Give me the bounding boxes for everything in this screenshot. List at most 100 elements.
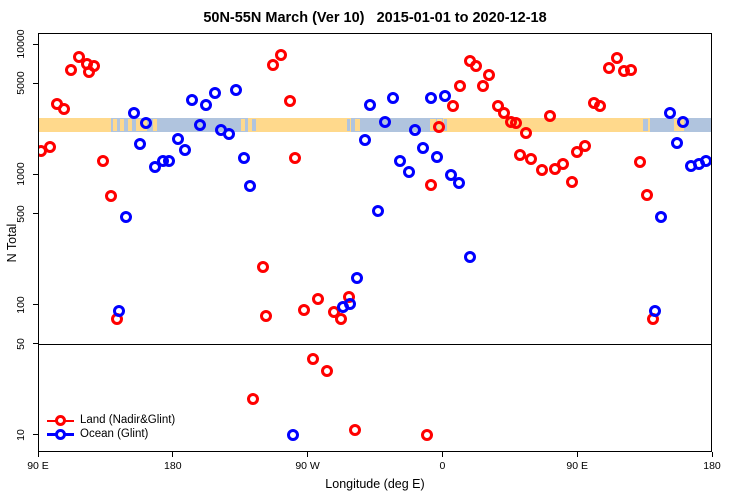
data-point-land [424,178,437,191]
data-point-ocean [663,107,676,120]
data-point-ocean [287,428,300,441]
data-point-land [571,146,584,159]
data-point-ocean [243,180,256,193]
data-point-land [593,100,606,113]
legend-label-land: Land (Nadir&Glint) [80,414,176,426]
y-axis-tick [33,213,38,215]
plot-box-border [38,33,712,452]
map-strip-land-speck [127,119,132,132]
data-point-ocean [364,99,377,112]
data-point-ocean [386,92,399,105]
y-axis-tick [33,82,38,84]
data-point-ocean [655,211,668,224]
data-point-land [39,145,47,158]
x-axis-tick-label: 180 [703,460,721,472]
data-point-ocean [676,116,689,129]
chart-title: 50N-55N March (Ver 10) 2015-01-01 to 202… [203,10,547,26]
data-point-land [556,158,569,171]
data-point-ocean [648,304,661,317]
map-strip-land-speck [354,119,360,132]
data-point-land [520,127,533,140]
data-point-ocean [199,99,212,112]
data-point-ocean [425,92,438,105]
data-point-ocean [178,143,191,156]
data-point-land [476,79,489,92]
data-point-land [260,309,273,322]
data-point-land [525,152,538,165]
y-axis-tick [33,43,38,45]
x-axis-tick [37,452,39,457]
legend-marker-ocean-icon [55,428,66,440]
map-strip-ocean-speck [346,119,350,132]
data-point-land [578,140,591,153]
data-point-ocean [408,123,421,136]
legend-label-ocean: Ocean (Glint) [80,427,149,440]
data-point-land [256,261,269,274]
data-point-land [447,99,460,112]
x-axis-tick-label: 90 E [27,460,49,472]
data-point-ocean [416,142,429,155]
data-point-land [104,189,117,202]
data-point-ocean [186,93,199,106]
y-axis-label: N Total [5,223,19,263]
data-point-land [97,154,109,167]
data-point-ocean [371,204,384,217]
data-point-ocean [463,250,476,263]
data-point-ocean [113,304,126,317]
data-point-land [510,116,523,129]
data-point-land [246,392,259,405]
data-point-ocean [120,211,133,224]
map-strip-land-speck [120,119,125,132]
data-point-ocean [238,152,251,165]
x-axis-tick [172,452,174,457]
data-point-land [624,64,637,77]
data-point-ocean [208,87,221,100]
data-point-ocean [230,83,243,96]
x-axis-tick [711,452,713,457]
x-axis-label: Longitude (deg E) [325,477,425,491]
data-point-land [470,60,483,73]
data-point-land [288,152,301,165]
map-strip-land-segment [247,118,352,133]
data-point-land [320,364,333,377]
data-point-land [311,293,324,306]
data-point-ocean [393,155,406,168]
data-point-ocean [344,298,357,311]
x-axis-tick [441,452,443,457]
data-point-ocean [140,116,153,129]
x-axis-tick [576,452,578,457]
data-point-land [283,95,296,108]
x-axis-tick-label: 180 [164,460,182,472]
data-point-ocean [452,176,465,189]
data-point-ocean [148,160,161,173]
data-point-ocean [402,165,415,178]
map-strip-land-segment [443,118,650,133]
data-point-land [327,305,340,318]
y-axis-tick [33,434,38,436]
y-axis-tick [33,304,38,306]
map-strip-land-speck [240,119,245,132]
data-point-land [267,59,279,71]
data-point-ocean [431,150,443,163]
map-strip-ocean-speck [252,119,256,132]
data-point-land [57,103,70,116]
y-axis-tick [33,343,38,345]
map-strip-ocean-speck [643,119,648,132]
x-axis-tick-label: 90 E [566,460,588,472]
y-axis-tick-label: 10000 [15,29,27,59]
data-point-ocean [351,272,364,285]
data-point-land [566,175,579,188]
y-axis-tick-label: 10 [15,429,27,441]
data-point-ocean [438,90,451,103]
data-point-land [611,51,624,64]
x-axis-tick [307,452,309,457]
data-point-land [275,48,288,61]
map-strip-land-segment [39,118,112,133]
data-point-land [335,312,348,325]
plot-area [39,34,712,452]
data-point-ocean [445,168,458,181]
data-point-land [513,148,526,161]
data-point-ocean [194,119,207,132]
data-point-land [72,51,85,64]
